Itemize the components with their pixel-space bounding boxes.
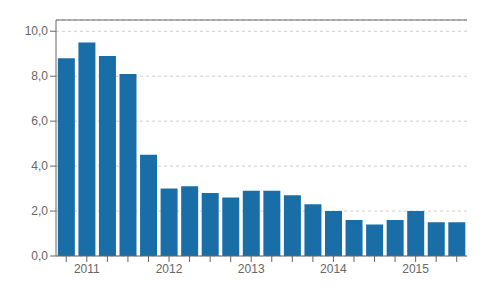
- svg-text:2014: 2014: [320, 262, 347, 276]
- svg-text:2011: 2011: [74, 262, 100, 276]
- svg-text:8,0: 8,0: [31, 69, 48, 83]
- svg-text:10,0: 10,0: [25, 24, 49, 38]
- svg-text:2012: 2012: [156, 262, 183, 276]
- svg-text:2015: 2015: [402, 262, 429, 276]
- svg-text:4,0: 4,0: [31, 159, 48, 173]
- svg-text:0,0: 0,0: [31, 249, 48, 263]
- svg-text:6,0: 6,0: [31, 114, 48, 128]
- svg-text:2,0: 2,0: [31, 204, 48, 218]
- svg-text:2013: 2013: [238, 262, 265, 276]
